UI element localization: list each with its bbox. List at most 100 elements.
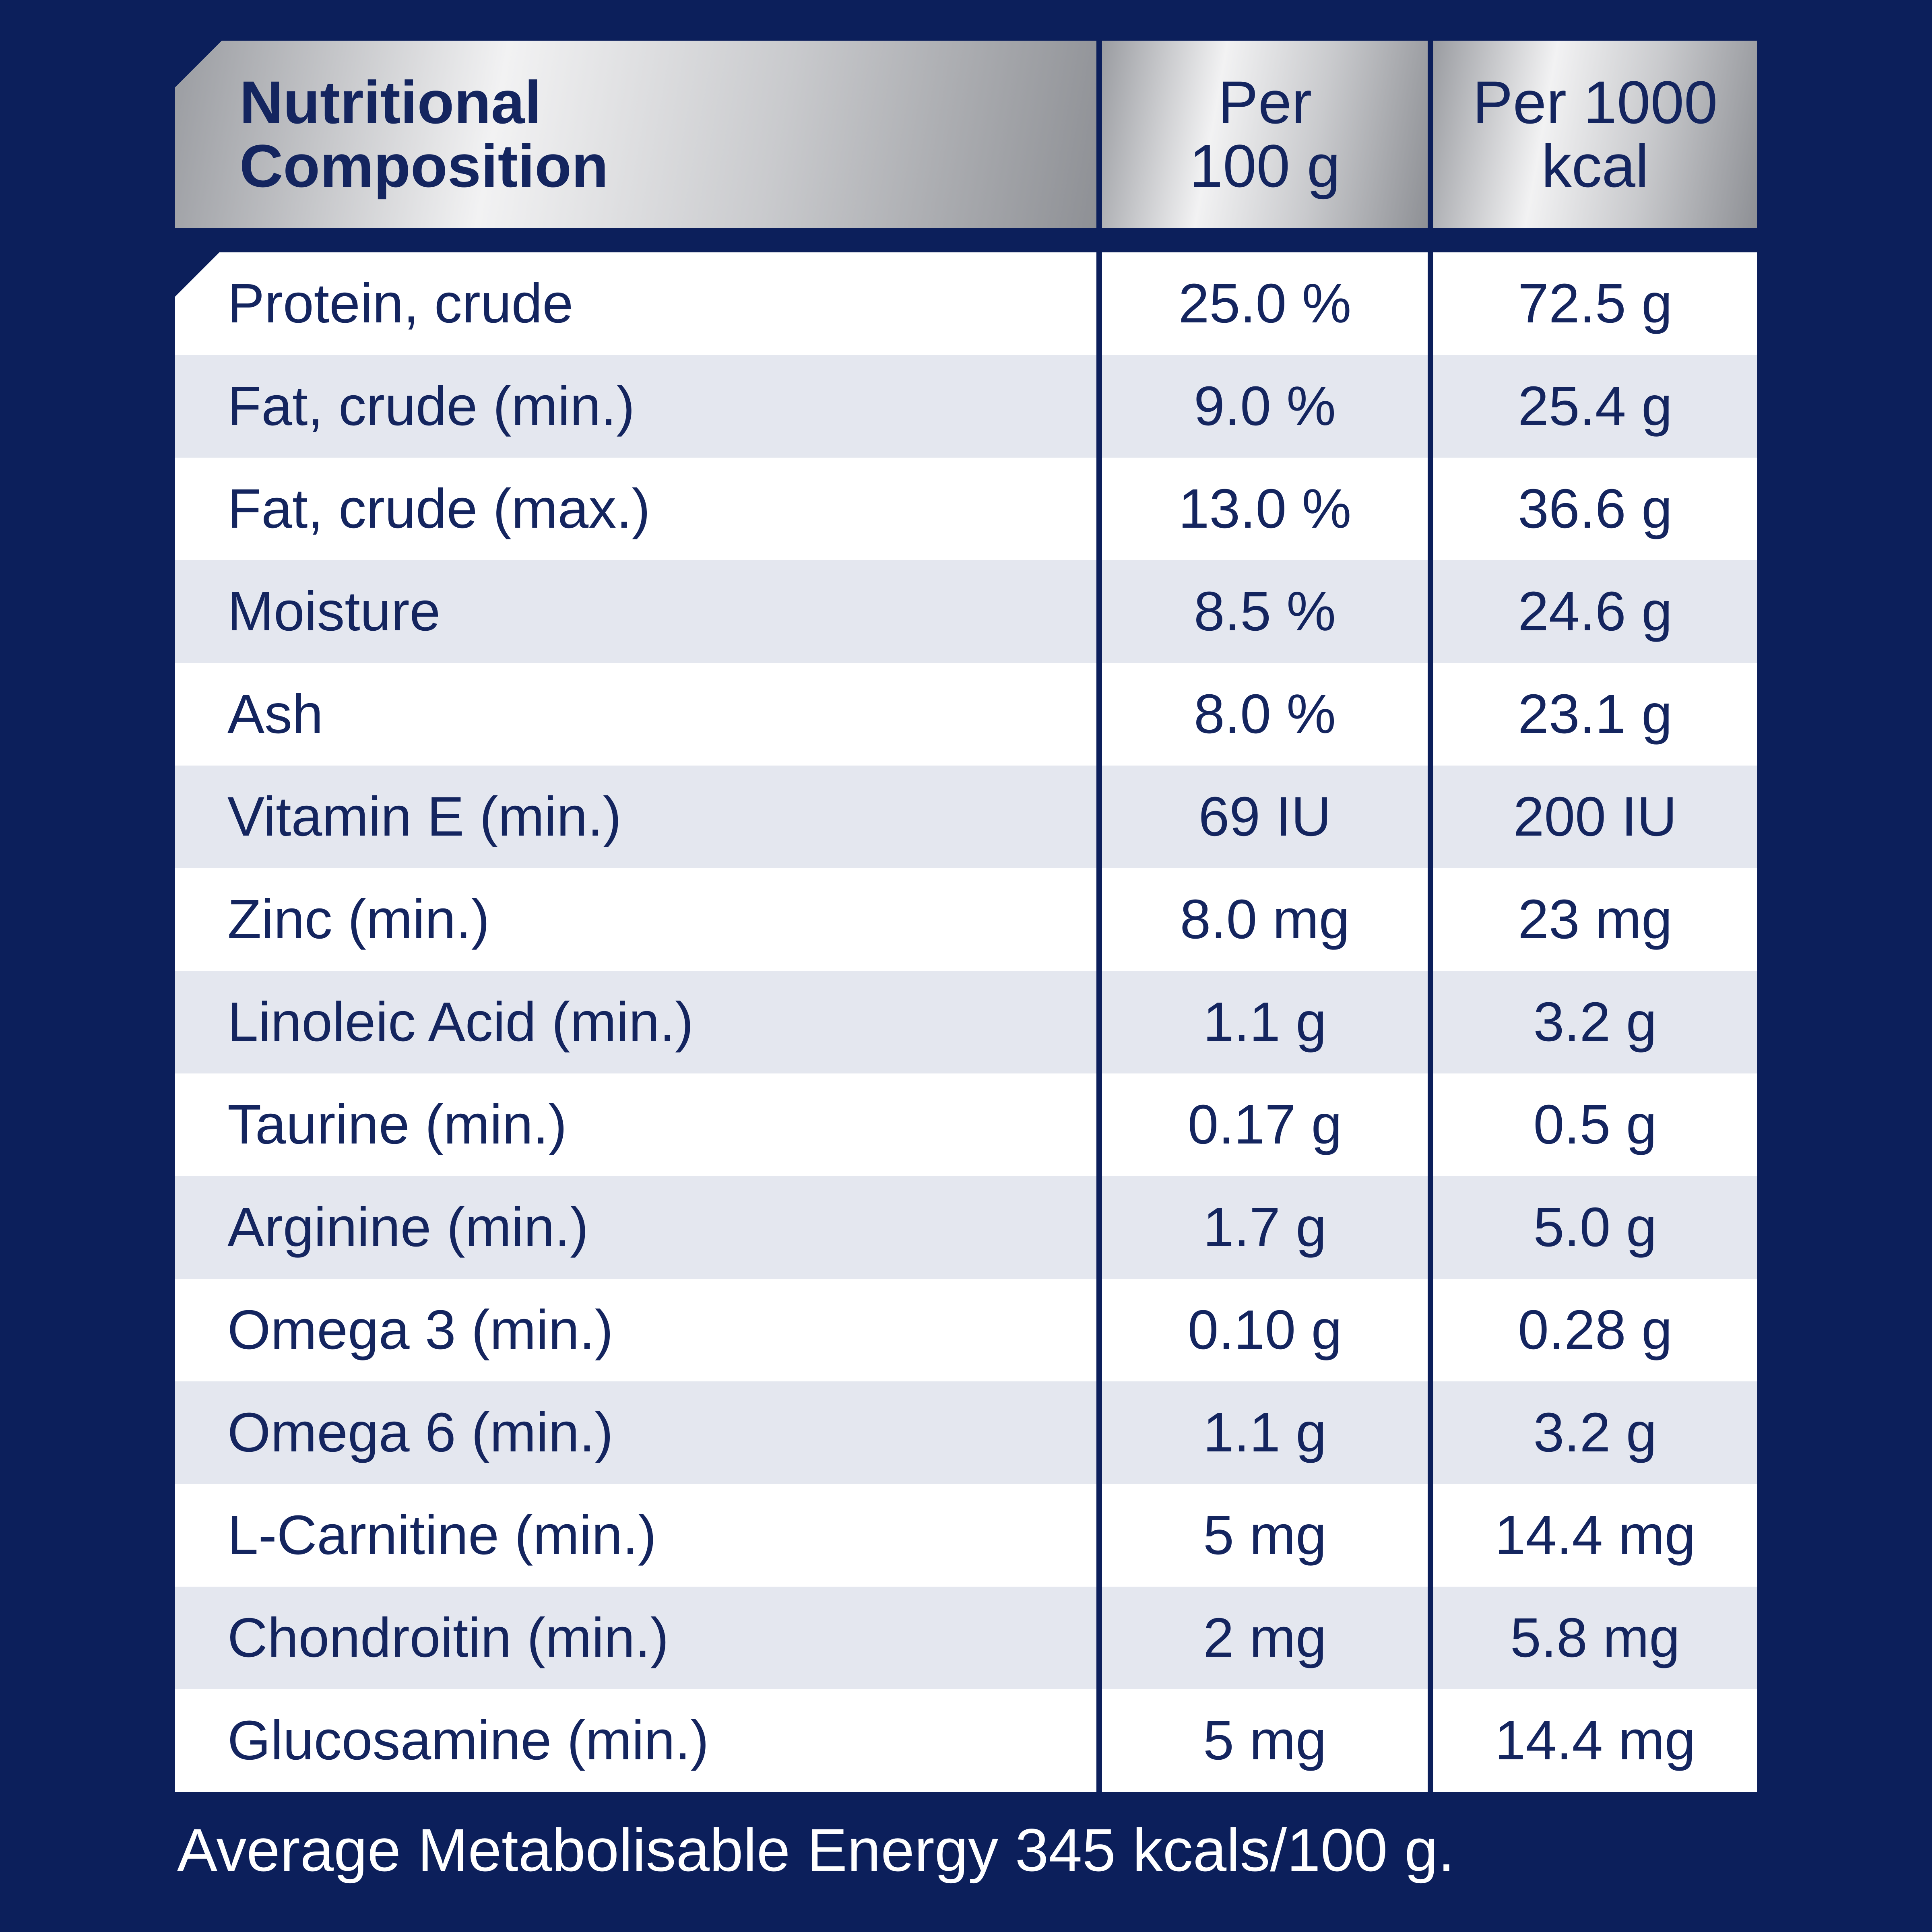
table-cell: 1.7 g [1102,1176,1428,1279]
table-cell: 5 mg [1102,1484,1428,1587]
table-cell: 1.1 g [1102,1381,1428,1484]
table-cell: Moisture [175,560,1096,663]
nutrient-value: 36.6 g [1518,478,1672,540]
nutrient-value: 200 IU [1513,786,1677,848]
table-cell: 3.2 g [1433,1381,1757,1484]
table-cell: 8.0 % [1102,663,1428,766]
table-cell: 5.8 mg [1433,1587,1757,1689]
nutrient-name: Protein, crude [227,272,574,334]
nutrient-name: Linoleic Acid (min.) [227,991,694,1053]
nutrient-value: 1.1 g [1203,1402,1327,1463]
table-cell: 23.1 g [1433,663,1757,766]
table-cell: 25.4 g [1433,355,1757,458]
nutrient-value: 5 mg [1203,1504,1327,1566]
header-cell: Nutritional Composition [175,41,1096,228]
table-cell: Omega 6 (min.) [175,1381,1096,1484]
nutrient-name: Moisture [227,580,441,642]
nutrient-value: 69 IU [1198,786,1331,848]
nutrient-value: 13.0 % [1178,478,1352,540]
nutrient-name: Omega 6 (min.) [227,1402,613,1463]
nutrient-value: 0.5 g [1533,1094,1657,1156]
table-cell: 0.17 g [1102,1073,1428,1176]
table-cell: Vitamin E (min.) [175,766,1096,868]
column-header: Per 100 g [1189,68,1341,200]
table-cell: Taurine (min.) [175,1073,1096,1176]
nutrient-name: Ash [227,683,323,745]
nutrient-value: 8.0 % [1194,683,1336,745]
nutrient-value: 23.1 g [1518,683,1672,745]
nutrient-name: Chondroitin (min.) [227,1607,669,1669]
nutrient-value: 25.4 g [1518,375,1672,437]
table-cell: 8.5 % [1102,560,1428,663]
table-cell: 9.0 % [1102,355,1428,458]
table-cell: 8.0 mg [1102,868,1428,971]
table-cell: 24.6 g [1433,560,1757,663]
table-body: Protein, crude 25.0 % 72.5 g Fat, crude (mi… [175,252,1757,1792]
nutrient-value: 25.0 % [1178,272,1352,334]
table-cell: 5 mg [1102,1689,1428,1792]
nutrient-value: 0.10 g [1187,1299,1342,1361]
nutrient-value: 23 mg [1518,888,1672,950]
table-cell: Protein, crude [175,252,1096,355]
nutrient-value: 24.6 g [1518,580,1672,642]
table-cell: 0.5 g [1433,1073,1757,1176]
table-cell: Zinc (min.) [175,868,1096,971]
nutrient-name: Taurine (min.) [227,1094,567,1156]
nutrient-name: Arginine (min.) [227,1196,589,1258]
nutrient-value: 14.4 mg [1494,1504,1696,1566]
column-header: Per 1000 kcal [1472,68,1718,200]
table-cell: 69 IU [1102,766,1428,868]
table-cell: 36.6 g [1433,458,1757,560]
nutrient-value: 2 mg [1203,1607,1327,1669]
table-cell: Linoleic Acid (min.) [175,971,1096,1073]
nutrient-value: 3.2 g [1533,991,1657,1053]
nutrient-value: 5.0 g [1533,1196,1657,1258]
nutrient-value: 8.0 mg [1180,888,1350,950]
table-cell: 200 IU [1433,766,1757,868]
table-cell: 0.28 g [1433,1279,1757,1381]
table-cell: 1.1 g [1102,971,1428,1073]
nutrient-value: 1.1 g [1203,991,1327,1053]
nutrient-value: 14.4 mg [1494,1709,1696,1771]
header-cell: Per 100 g [1102,41,1428,228]
nutrient-name: Fat, crude (max.) [227,478,650,540]
nutrient-value: 1.7 g [1203,1196,1327,1258]
header-title: Nutritional Composition [239,68,609,200]
table-cell: Chondroitin (min.) [175,1587,1096,1689]
nutrient-value: 3.2 g [1533,1402,1657,1463]
nutrient-value: 0.28 g [1518,1299,1672,1361]
table-cell: Fat, crude (min.) [175,355,1096,458]
table-cell: 25.0 % [1102,252,1428,355]
nutrient-value: 5 mg [1203,1709,1327,1771]
header-cell: Per 1000 kcal [1433,41,1757,228]
nutrient-name: Vitamin E (min.) [227,786,622,848]
table-cell: Ash [175,663,1096,766]
table-cell: Fat, crude (max.) [175,458,1096,560]
nutrient-name: Fat, crude (min.) [227,375,635,437]
table-cell: 0.10 g [1102,1279,1428,1381]
table-cell: 14.4 mg [1433,1484,1757,1587]
table-cell: 72.5 g [1433,252,1757,355]
nutrient-name: Zinc (min.) [227,888,490,950]
footer-note: Average Metabolisable Energy 345 kcals/1… [177,1816,1455,1884]
table-cell: 2 mg [1102,1587,1428,1689]
table-header: Nutritional Composition Per 100 g Per 10… [175,41,1757,228]
table-cell: 3.2 g [1433,971,1757,1073]
table-cell: 13.0 % [1102,458,1428,560]
table-cell: 14.4 mg [1433,1689,1757,1792]
table-cell: Glucosamine (min.) [175,1689,1096,1792]
nutrient-value: 8.5 % [1194,580,1336,642]
nutrient-value: 0.17 g [1187,1094,1342,1156]
table-cell: L-Carnitine (min.) [175,1484,1096,1587]
table-cell: 5.0 g [1433,1176,1757,1279]
nutrient-name: Glucosamine (min.) [227,1709,709,1771]
nutrient-name: L-Carnitine (min.) [227,1504,656,1566]
table-cell: Arginine (min.) [175,1176,1096,1279]
table-cell: 23 mg [1433,868,1757,971]
nutrient-name: Omega 3 (min.) [227,1299,613,1361]
nutrient-value: 5.8 mg [1510,1607,1680,1669]
table-cell: Omega 3 (min.) [175,1279,1096,1381]
nutrient-value: 72.5 g [1518,272,1672,334]
nutrient-value: 9.0 % [1194,375,1336,437]
